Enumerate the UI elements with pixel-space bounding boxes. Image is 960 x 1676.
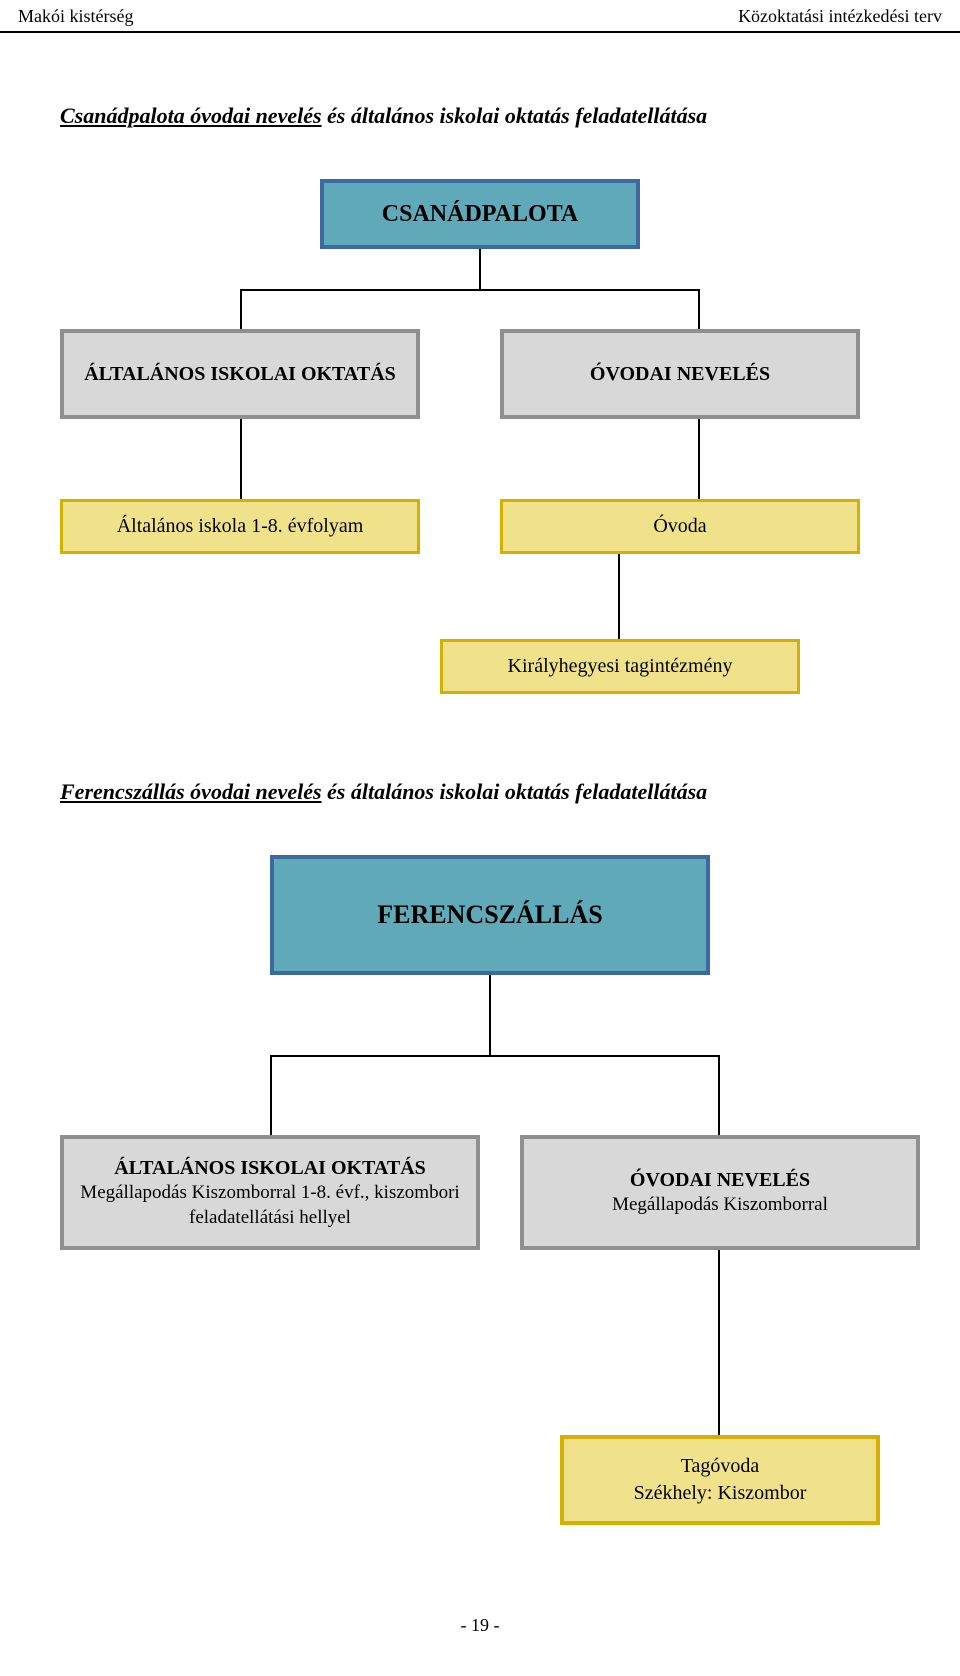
- chart1-king-label: Királyhegyesi tagintézmény: [508, 655, 733, 678]
- chart1-leaf-right-label: Óvoda: [653, 515, 706, 538]
- section2-title-underline: Ferencszállás óvodai nevelés: [60, 779, 322, 804]
- chart1-left: ÁLTALÁNOS ISKOLAI OKTATÁS: [60, 329, 420, 419]
- chart2-left: ÁLTALÁNOS ISKOLAI OKTATÁS Megállapodás K…: [60, 1135, 480, 1250]
- chart2-root-label: FERENCSZÁLLÁS: [377, 900, 602, 930]
- header-left: Makói kistérség: [18, 6, 133, 27]
- chart2-tag-line1: Tagóvoda: [681, 1453, 760, 1480]
- section1-title-rest: és általános iskolai oktatás feladatellá…: [322, 103, 708, 128]
- connector: [479, 249, 481, 289]
- connector: [240, 289, 700, 291]
- chart1-right: ÓVODAI NEVELÉS: [500, 329, 860, 419]
- chart2-left-title: ÁLTALÁNOS ISKOLAI OKTATÁS: [114, 1155, 426, 1181]
- chart1-root: CSANÁDPALOTA: [320, 179, 640, 249]
- chart2-right-sub: Megállapodás Kiszomborral: [612, 1193, 828, 1218]
- connector: [698, 289, 700, 329]
- chart1-leaf-left: Általános iskola 1-8. évfolyam: [60, 499, 420, 554]
- connector: [240, 289, 242, 329]
- chart2: FERENCSZÁLLÁS ÁLTALÁNOS ISKOLAI OKTATÁS …: [60, 855, 920, 1575]
- section2-title-rest: és általános iskolai oktatás feladatellá…: [322, 779, 708, 804]
- chart2-right: ÓVODAI NEVELÉS Megállapodás Kiszomborral: [520, 1135, 920, 1250]
- chart2-tag: Tagóvoda Székhely: Kiszombor: [560, 1435, 880, 1525]
- chart1-root-label: CSANÁDPALOTA: [382, 201, 578, 228]
- chart1-leaf-left-label: Általános iskola 1-8. évfolyam: [117, 515, 364, 538]
- connector: [489, 975, 491, 1055]
- connector: [718, 1055, 720, 1135]
- chart1-king: Királyhegyesi tagintézmény: [440, 639, 800, 694]
- connector: [270, 1055, 720, 1057]
- page-content: Csanádpalota óvodai nevelés és általános…: [0, 33, 960, 1636]
- chart2-tag-line2: Székhely: Kiszombor: [634, 1480, 807, 1507]
- section1-title-underline: Csanádpalota óvodai nevelés: [60, 103, 322, 128]
- connector: [270, 1055, 272, 1135]
- section1-title: Csanádpalota óvodai nevelés és általános…: [60, 103, 900, 129]
- chart1-leaf-right: Óvoda: [500, 499, 860, 554]
- chart1: CSANÁDPALOTA ÁLTALÁNOS ISKOLAI OKTATÁS Ó…: [60, 179, 900, 699]
- connector: [240, 419, 242, 499]
- connector: [698, 419, 700, 499]
- chart2-root: FERENCSZÁLLÁS: [270, 855, 710, 975]
- page-number: - 19 -: [60, 1615, 900, 1636]
- chart2-left-sub: Megállapodás Kiszomborral 1-8. évf., kis…: [76, 1181, 464, 1230]
- section2-title: Ferencszállás óvodai nevelés és általáno…: [60, 779, 900, 805]
- connector: [618, 554, 620, 639]
- chart2-right-title: ÓVODAI NEVELÉS: [630, 1167, 810, 1193]
- header-right: Közoktatási intézkedési terv: [738, 6, 942, 27]
- chart1-right-label: ÓVODAI NEVELÉS: [590, 363, 770, 386]
- connector: [718, 1250, 720, 1435]
- chart1-left-label: ÁLTALÁNOS ISKOLAI OKTATÁS: [84, 363, 396, 386]
- page-header: Makói kistérség Közoktatási intézkedési …: [0, 0, 960, 33]
